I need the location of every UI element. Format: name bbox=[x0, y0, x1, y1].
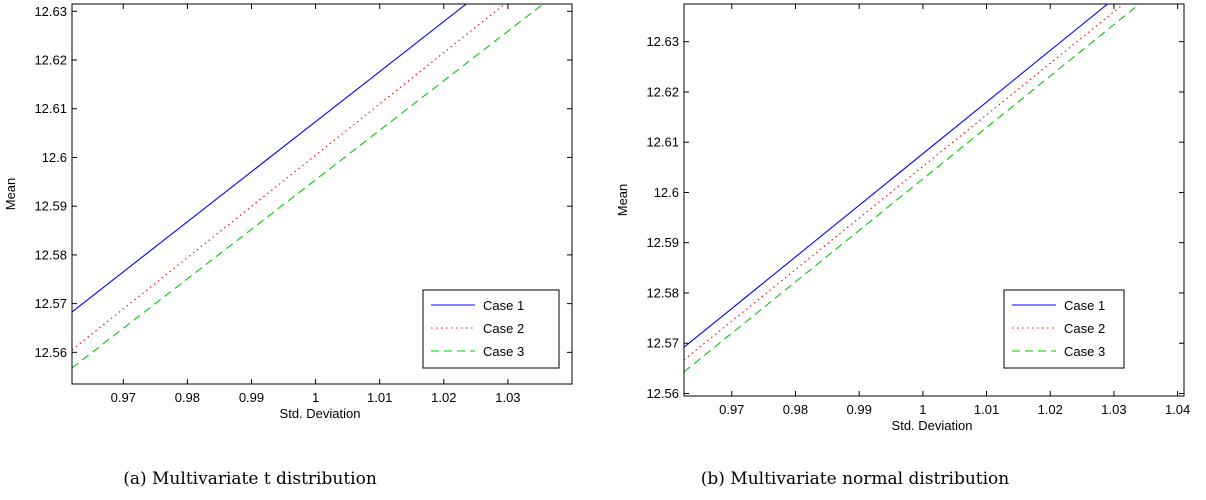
figure-caption: (a) Multivariate t distribution bbox=[123, 469, 377, 489]
axes-box bbox=[71, 3, 573, 385]
y-axis-label: Mean bbox=[615, 184, 630, 217]
legend-box bbox=[422, 289, 560, 369]
legend-label-case-3: Case 3 bbox=[1064, 344, 1105, 359]
x-tick-label: 1.01 bbox=[974, 402, 999, 417]
legend-label-case-1: Case 1 bbox=[483, 298, 524, 313]
y-tick-label: 12.6 bbox=[42, 150, 67, 165]
x-tick-label: 1.03 bbox=[495, 390, 520, 405]
y-tick-label: 12.63 bbox=[34, 4, 67, 19]
x-tick-label: 1.02 bbox=[431, 390, 456, 405]
x-tick-label: 0.98 bbox=[783, 402, 808, 417]
series-line-case-3 bbox=[72, 4, 544, 369]
legend: Case 1 Case 2 Case 3 bbox=[422, 289, 560, 369]
x-tick-label: 1.03 bbox=[1101, 402, 1126, 417]
y-tick-label: 12.56 bbox=[34, 345, 67, 360]
legend-label-case-3: Case 3 bbox=[483, 344, 524, 359]
y-tick-label: 12.62 bbox=[646, 84, 679, 99]
y-tick-label: 12.59 bbox=[646, 235, 679, 250]
x-tick-label: 0.97 bbox=[719, 402, 744, 417]
x-tick-label: 1 bbox=[312, 390, 319, 405]
x-tick-label: 1.01 bbox=[367, 390, 392, 405]
chart-panel-b: 0.97 0.98 0.99 1 1.01 1.02 1.03 1.04 12.56 12.57 1… bbox=[615, 3, 1190, 489]
y-tick-label: 12.56 bbox=[646, 386, 679, 401]
y-tick-label: 12.61 bbox=[34, 101, 67, 116]
series-line-case-1 bbox=[72, 4, 467, 313]
y-tick-label: 12.63 bbox=[646, 34, 679, 49]
legend-label-case-2: Case 2 bbox=[1064, 321, 1105, 336]
x-tick-label: 0.99 bbox=[847, 402, 872, 417]
series-line-case-1 bbox=[684, 4, 1108, 348]
x-axis-label: Std. Deviation bbox=[892, 418, 973, 433]
y-tick-label: 12.62 bbox=[34, 53, 67, 68]
x-tick-label: 0.97 bbox=[111, 390, 136, 405]
y-tick-label: 12.61 bbox=[646, 135, 679, 150]
x-axis-label: Std. Deviation bbox=[280, 406, 361, 421]
legend-label-case-1: Case 1 bbox=[1064, 298, 1105, 313]
figure-caption: (b) Multivariate normal distribution bbox=[701, 469, 1010, 489]
x-tick-label: 0.99 bbox=[239, 390, 264, 405]
legend: Case 1 Case 2 Case 3 bbox=[1003, 289, 1125, 369]
series-line-case-2 bbox=[684, 4, 1124, 361]
x-tick-label: 1.04 bbox=[1165, 402, 1190, 417]
chart-panel-a: 0.97 0.98 0.99 1 1.01 1.02 1.03 12.56 12.57 12.58… bbox=[3, 3, 573, 489]
y-tick-label: 12.6 bbox=[654, 185, 679, 200]
x-tick-label: 1 bbox=[919, 402, 926, 417]
y-tick-label: 12.59 bbox=[34, 199, 67, 214]
legend-box bbox=[1003, 289, 1125, 369]
y-axis-label: Mean bbox=[3, 178, 18, 211]
legend-label-case-2: Case 2 bbox=[483, 321, 524, 336]
y-tick-label: 12.57 bbox=[34, 296, 67, 311]
series-line-case-3 bbox=[684, 4, 1140, 373]
y-tick-label: 12.57 bbox=[646, 336, 679, 351]
y-tick-label: 12.58 bbox=[34, 247, 67, 262]
axes-box bbox=[683, 3, 1185, 397]
y-tick-label: 12.58 bbox=[646, 285, 679, 300]
x-tick-label: 1.02 bbox=[1038, 402, 1063, 417]
x-tick-label: 0.98 bbox=[175, 390, 200, 405]
